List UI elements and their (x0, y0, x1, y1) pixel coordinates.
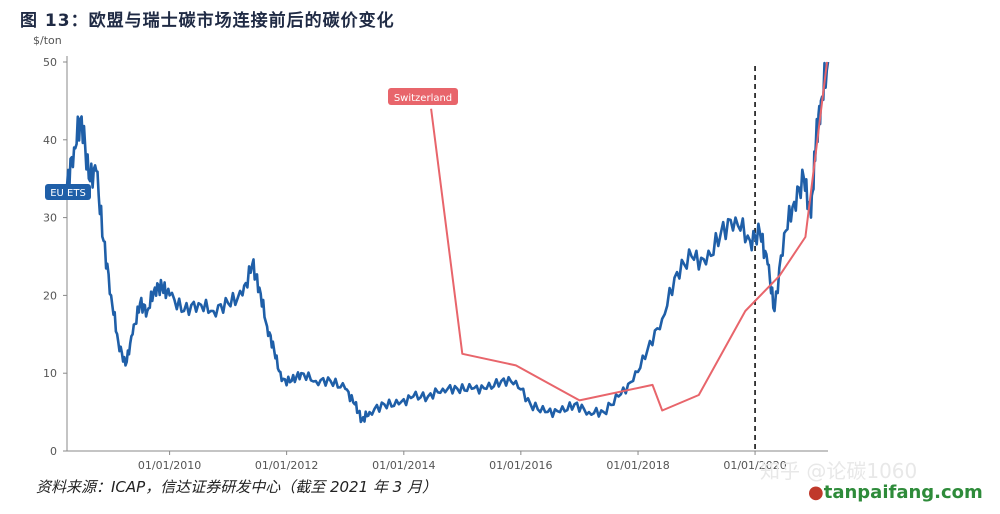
y-tick-label: 50 (43, 56, 57, 69)
y-tick-label: 0 (50, 445, 57, 458)
axes: 0 10 20 30 40 50 $/ton 01/01/2010 01/01/2012 01/0… (33, 34, 828, 472)
source-note: 资料来源：ICAP，信达证券研发中心（截至 2021 年 3 月） (36, 478, 437, 496)
figure-title: 图 13：欧盟与瑞士碳市场连接前后的碳价变化 (20, 11, 395, 31)
legend-tag-label: EU ETS (50, 188, 86, 199)
x-tick-label: 01/01/2020 (723, 459, 786, 472)
y-tick-label: 40 (43, 134, 57, 147)
series-labels: EU ETS Switzerland (45, 88, 458, 200)
zhihu-watermark: 知乎 @论碳1060 (760, 459, 918, 483)
logo-dot-icon: ● (808, 482, 824, 503)
legend-tag-bg (388, 88, 458, 105)
x-tick-label: 01/01/2018 (606, 459, 669, 472)
site-logo: ●tanpaifang.com (808, 482, 983, 503)
y-axis-label: $/ton (33, 34, 62, 47)
series-line-switzerland (430, 61, 828, 412)
y-tick-label: 20 (43, 289, 57, 302)
x-tick-label: 01/01/2016 (489, 459, 552, 472)
legend-tag-label: Switzerland (394, 93, 452, 104)
logo-text: tanpaifang.com (823, 482, 983, 503)
series-line-eu-ets (65, 61, 830, 424)
legend-tag-bg (45, 184, 91, 200)
legend-tag-switzerland: Switzerland (388, 88, 458, 105)
y-tick-label: 10 (43, 367, 57, 380)
y-tick-label: 30 (43, 212, 57, 225)
x-tick-label: 01/01/2010 (138, 459, 201, 472)
series-lines (65, 61, 830, 451)
x-tick-label: 01/01/2012 (255, 459, 318, 472)
x-tick-label: 01/01/2014 (372, 459, 435, 472)
legend-tag-eu-ets: EU ETS (45, 184, 91, 200)
